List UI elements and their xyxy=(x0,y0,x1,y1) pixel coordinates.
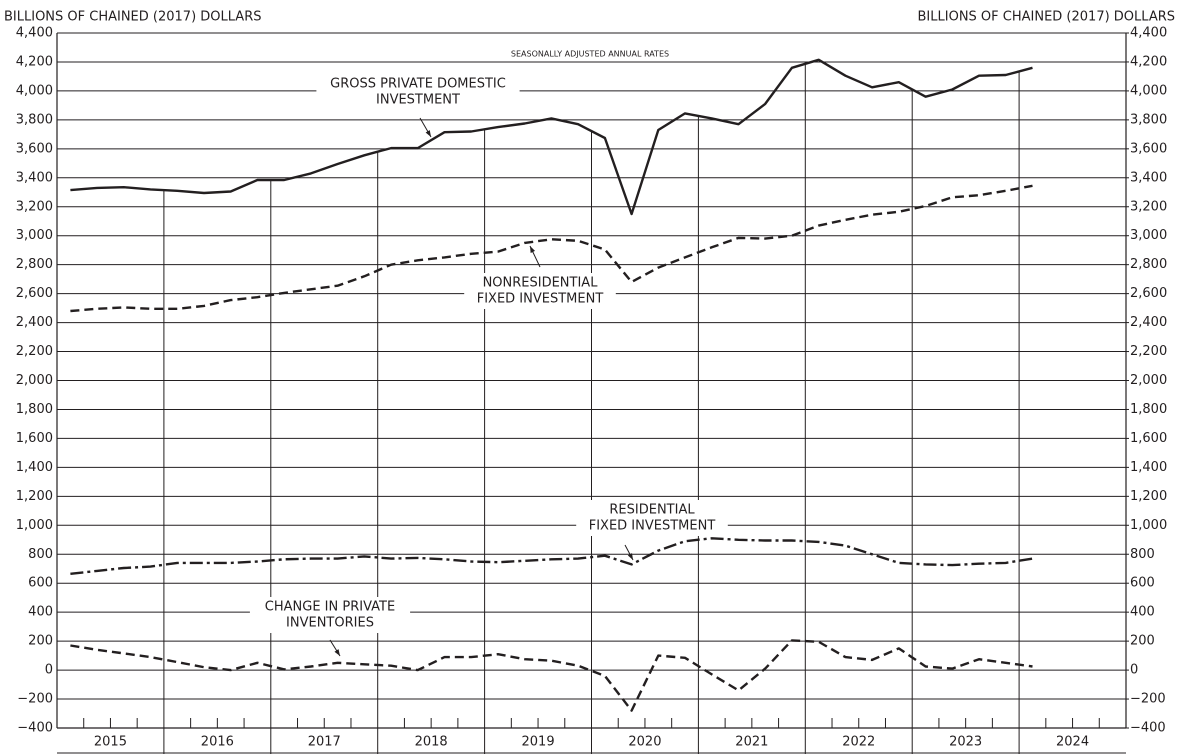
y2-tick-label: 200 xyxy=(1130,634,1155,649)
y-tick-label: 400 xyxy=(28,605,53,620)
y2-tick-label: 3,400 xyxy=(1130,170,1167,185)
x-tick-label: 2017 xyxy=(308,735,341,750)
series-label: FIXED INVESTMENT xyxy=(589,519,716,534)
y-tick-label: 1,000 xyxy=(16,518,53,533)
label-background xyxy=(576,500,728,536)
series-label: INVESTMENT xyxy=(376,93,460,108)
series-label: CHANGE IN PRIVATE xyxy=(265,600,395,615)
series-line xyxy=(70,184,1033,313)
series-label: NONRESIDENTIAL xyxy=(483,276,599,291)
y-tick-label: 1,200 xyxy=(16,489,53,504)
y2-tick-label: 2,600 xyxy=(1130,286,1167,301)
arrow-head xyxy=(425,130,431,137)
y2-tick-label: 4,000 xyxy=(1130,83,1167,98)
y2-tick-label: 2,000 xyxy=(1130,373,1167,388)
y2-tick-label: 1,400 xyxy=(1130,460,1167,475)
label-background xyxy=(464,273,616,309)
series-line xyxy=(70,537,1033,575)
series-line xyxy=(70,58,1033,216)
y-tick-label: 800 xyxy=(28,547,53,562)
y-tick-label: 4,000 xyxy=(16,83,53,98)
x-tick-label: 2023 xyxy=(949,735,982,750)
y2-tick-label: 1,200 xyxy=(1130,489,1167,504)
y2-tick-label: 400 xyxy=(1130,605,1155,620)
subtitle: SEASONALLY ADJUSTED ANNUAL RATES xyxy=(511,50,669,59)
y2-tick-label: −400 xyxy=(1130,721,1166,736)
arrow-head xyxy=(627,553,633,560)
y2-tick-label: 1,600 xyxy=(1130,431,1167,446)
x-tick-label: 2019 xyxy=(522,735,555,750)
y2-tick-label: 3,200 xyxy=(1130,199,1167,214)
y-tick-label: 3,600 xyxy=(16,141,53,156)
y-tick-label: 3,000 xyxy=(16,228,53,243)
y-tick-label: 2,800 xyxy=(16,257,53,272)
y-tick-label: 3,200 xyxy=(16,199,53,214)
y2-tick-label: 3,800 xyxy=(1130,112,1167,127)
y-tick-label: 1,800 xyxy=(16,402,53,417)
y-tick-label: 3,400 xyxy=(16,170,53,185)
x-tick-label: 2018 xyxy=(415,735,448,750)
y-tick-label: 2,600 xyxy=(16,286,53,301)
series-label: INVENTORIES xyxy=(286,616,374,631)
y-tick-label: 2,400 xyxy=(16,315,53,330)
y2-tick-label: 1,000 xyxy=(1130,518,1167,533)
label-background xyxy=(316,74,520,110)
series-label: GROSS PRIVATE DOMESTIC xyxy=(330,77,506,92)
y2-tick-label: 600 xyxy=(1130,576,1155,591)
y2-tick-label: 800 xyxy=(1130,547,1155,562)
x-tick-label: 2015 xyxy=(94,735,127,750)
y2-tick-label: 1,800 xyxy=(1130,402,1167,417)
y2-axis-title: BILLIONS OF CHAINED (2017) DOLLARS xyxy=(918,10,1175,25)
arrow-head xyxy=(334,649,340,656)
x-tick-label: 2024 xyxy=(1056,735,1089,750)
arrow-head xyxy=(530,246,535,253)
y-tick-label: 200 xyxy=(28,634,53,649)
x-tick-label: 2022 xyxy=(842,735,875,750)
y2-tick-label: 3,000 xyxy=(1130,228,1167,243)
y-tick-label: 2,200 xyxy=(16,344,53,359)
y2-tick-label: 4,400 xyxy=(1130,26,1167,41)
y-tick-label: 0 xyxy=(45,663,53,678)
y2-tick-label: 2,800 xyxy=(1130,257,1167,272)
series-line xyxy=(70,639,1033,712)
y2-tick-label: 3,600 xyxy=(1130,141,1167,156)
y-tick-label: −200 xyxy=(17,692,53,707)
y-axis-title: BILLIONS OF CHAINED (2017) DOLLARS xyxy=(4,10,261,25)
y2-tick-label: 2,200 xyxy=(1130,344,1167,359)
x-tick-label: 2020 xyxy=(628,735,661,750)
y-tick-label: 600 xyxy=(28,576,53,591)
x-tick-label: 2016 xyxy=(201,735,234,750)
y2-tick-label: 0 xyxy=(1130,663,1138,678)
y2-tick-label: 2,400 xyxy=(1130,315,1167,330)
y2-tick-label: 4,200 xyxy=(1130,54,1167,69)
x-tick-label: 2021 xyxy=(735,735,768,750)
series-label: FIXED INVESTMENT xyxy=(477,292,604,307)
label-background xyxy=(249,597,411,633)
y2-tick-label: −200 xyxy=(1130,692,1166,707)
y-tick-label: 2,000 xyxy=(16,373,53,388)
y-tick-label: −400 xyxy=(17,721,53,736)
y-tick-label: 1,400 xyxy=(16,460,53,475)
y-tick-label: 4,400 xyxy=(16,26,53,41)
y-tick-label: 4,200 xyxy=(16,54,53,69)
y-tick-label: 1,600 xyxy=(16,431,53,446)
y-tick-label: 3,800 xyxy=(16,112,53,127)
series-label: RESIDENTIAL xyxy=(609,503,695,518)
